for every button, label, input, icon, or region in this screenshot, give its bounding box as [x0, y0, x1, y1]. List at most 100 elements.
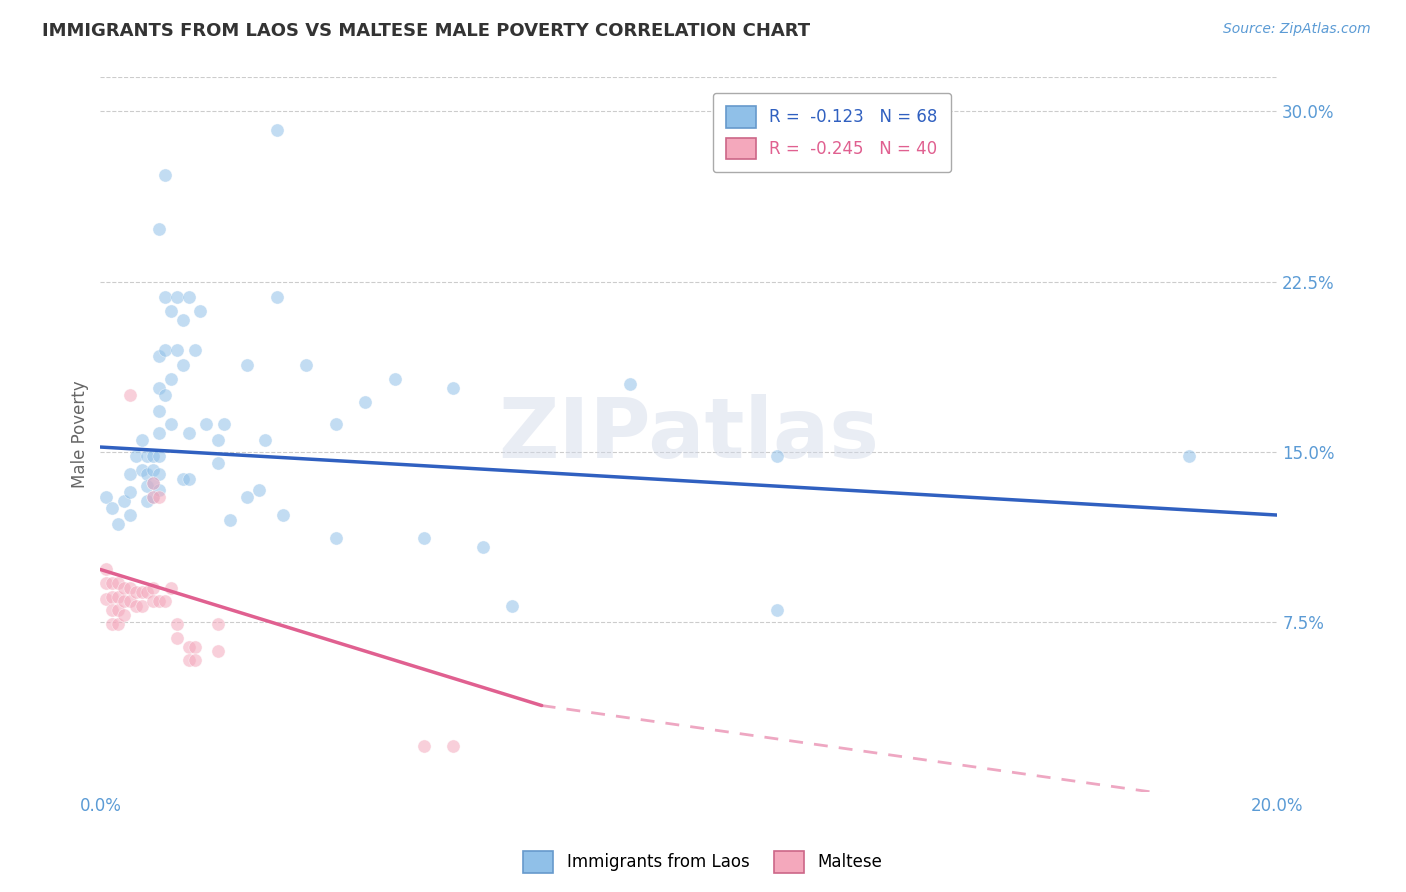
Text: IMMIGRANTS FROM LAOS VS MALTESE MALE POVERTY CORRELATION CHART: IMMIGRANTS FROM LAOS VS MALTESE MALE POV… [42, 22, 810, 40]
Point [96, 576, 118, 591]
Point [166, 343, 188, 357]
Point [148, 222, 170, 236]
Point [166, 616, 188, 631]
Point [271, 508, 294, 522]
Point [136, 467, 159, 482]
Point [190, 304, 212, 318]
Point [166, 290, 188, 304]
Point [172, 472, 194, 486]
Point [384, 372, 406, 386]
Point [325, 531, 347, 545]
Point [96, 591, 118, 606]
Point [101, 603, 124, 617]
Point [160, 581, 183, 595]
Point [148, 490, 170, 504]
Point [195, 417, 218, 432]
Point [254, 434, 277, 448]
Point [142, 476, 165, 491]
Point [172, 359, 194, 373]
Point [96, 490, 118, 504]
Point [177, 472, 200, 486]
Point [236, 490, 259, 504]
Point [207, 456, 229, 470]
Point [148, 594, 170, 608]
Point [107, 517, 129, 532]
Point [131, 599, 153, 613]
Point [153, 168, 176, 182]
Point [148, 467, 170, 482]
Point [101, 501, 124, 516]
Point [131, 585, 153, 599]
Point [107, 616, 129, 631]
Point [619, 376, 641, 391]
Y-axis label: Male Poverty: Male Poverty [72, 381, 89, 489]
Point [136, 494, 159, 508]
Point [142, 463, 165, 477]
Point [413, 531, 436, 545]
Point [142, 490, 165, 504]
Point [177, 653, 200, 667]
Point [1178, 449, 1201, 463]
Point [266, 122, 288, 136]
Point [354, 394, 377, 409]
Point [96, 562, 118, 576]
Point [166, 631, 188, 645]
Point [124, 599, 146, 613]
Point [112, 494, 135, 508]
Point [136, 585, 159, 599]
Legend: Immigrants from Laos, Maltese: Immigrants from Laos, Maltese [516, 845, 890, 880]
Point [413, 739, 436, 754]
Point [118, 594, 141, 608]
Point [118, 388, 141, 402]
Text: ZIPatlas: ZIPatlas [498, 394, 879, 475]
Point [118, 581, 141, 595]
Legend: R =  -0.123   N = 68, R =  -0.245   N = 40: R = -0.123 N = 68, R = -0.245 N = 40 [713, 93, 952, 172]
Point [148, 426, 170, 441]
Point [183, 640, 205, 654]
Point [112, 594, 135, 608]
Point [236, 359, 259, 373]
Point [148, 483, 170, 497]
Point [183, 653, 205, 667]
Point [172, 313, 194, 327]
Point [207, 434, 229, 448]
Point [247, 483, 270, 497]
Point [112, 607, 135, 622]
Point [766, 603, 789, 617]
Point [148, 403, 170, 417]
Point [207, 644, 229, 658]
Point [136, 449, 159, 463]
Point [153, 388, 176, 402]
Point [153, 343, 176, 357]
Point [177, 640, 200, 654]
Point [441, 381, 464, 395]
Point [142, 594, 165, 608]
Point [101, 576, 124, 591]
Point [142, 581, 165, 595]
Point [766, 449, 789, 463]
Point [142, 449, 165, 463]
Point [160, 304, 183, 318]
Point [131, 463, 153, 477]
Point [124, 585, 146, 599]
Point [107, 603, 129, 617]
Point [160, 372, 183, 386]
Point [101, 590, 124, 604]
Point [266, 290, 288, 304]
Point [325, 417, 347, 432]
Point [148, 349, 170, 363]
Point [501, 599, 523, 613]
Point [118, 467, 141, 482]
Point [136, 478, 159, 492]
Point [124, 449, 146, 463]
Point [148, 449, 170, 463]
Point [131, 434, 153, 448]
Point [153, 290, 176, 304]
Point [177, 426, 200, 441]
Point [183, 343, 205, 357]
Point [118, 508, 141, 522]
Point [107, 590, 129, 604]
Point [177, 290, 200, 304]
Text: Source: ZipAtlas.com: Source: ZipAtlas.com [1223, 22, 1371, 37]
Point [107, 576, 129, 591]
